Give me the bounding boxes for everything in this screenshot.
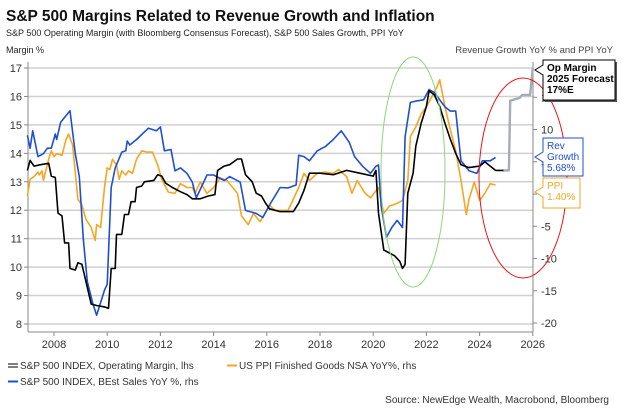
series-line-0 [26, 90, 504, 310]
left-tick-label: 12 [10, 205, 22, 217]
right-axis-label: Revenue Growth YoY % and PPI YoY [455, 45, 613, 56]
x-tick-label: 2026 [521, 339, 545, 351]
left-tick-label: 17 [10, 63, 22, 75]
x-tick-label: 2020 [361, 339, 385, 351]
left-tick-label: 8 [16, 319, 22, 331]
legend: S&P 500 INDEX, Operating Margin, lhs US P… [8, 361, 416, 388]
ppi-annotation-text: 1.40% [547, 192, 575, 203]
rev-growth-annotation-text: 5.68% [547, 163, 575, 174]
left-tick-label: 13 [10, 177, 22, 189]
op-margin-annotation-text: 17%E [547, 85, 574, 96]
green-ellipse [380, 56, 446, 288]
chart-subtitle: S&P 500 Operating Margin (with Bloomberg… [6, 28, 404, 38]
ppi-annotation-text: PPI [547, 181, 563, 192]
x-tick-label: 2016 [255, 339, 279, 351]
op-margin-annotation-box [534, 59, 616, 101]
left-tick-label: 9 [16, 291, 22, 303]
series-line-2 [26, 88, 497, 317]
rev-growth-annotation-text: Rev [547, 141, 565, 152]
left-tick-label: 11 [11, 234, 22, 246]
left-tick-label: 15 [10, 120, 22, 132]
left-tick-label: 10 [10, 262, 22, 274]
source-note: Source: NewEdge Wealth, Macrobond, Bloom… [385, 395, 609, 406]
series-lines [26, 67, 534, 317]
op-margin-annotation-text: 2025 Forecast [547, 74, 614, 85]
left-tick-label: 16 [10, 91, 22, 103]
x-tick-label: 2022 [414, 339, 438, 351]
left-tick-label: 14 [10, 148, 22, 160]
ppi-annotation-box [534, 177, 581, 209]
left-axis-label: Margin % [6, 45, 44, 55]
series-line-1 [503, 67, 534, 172]
right-tick-label: -15 [541, 286, 557, 298]
op-margin-annotation-text: Op Margin [547, 63, 596, 74]
axes: 891011121314151617-20-15-10-505101520082… [10, 62, 557, 351]
right-tick-label: -5 [541, 221, 551, 233]
x-tick-label: 2008 [42, 339, 66, 351]
x-tick-label: 2010 [95, 339, 119, 351]
x-tick-label: 2018 [308, 339, 332, 351]
right-tick-label: -20 [541, 318, 557, 330]
x-tick-label: 2024 [467, 339, 491, 351]
x-tick-label: 2014 [201, 339, 225, 351]
rev-growth-annotation-text: Growth [547, 152, 579, 163]
chart-title: S&P 500 Margins Related to Revenue Growt… [6, 8, 435, 25]
legend-label: S&P 500 INDEX, BEst Sales YoY %, rhs [20, 377, 199, 388]
right-tick-label: 10 [541, 125, 553, 137]
rev-growth-annotation-box [534, 137, 584, 177]
legend-label: S&P 500 INDEX, Operating Margin, lhs [20, 361, 194, 372]
legend-label: US PPI Finished Goods NSA YoY%, rhs [239, 361, 416, 372]
x-tick-label: 2012 [148, 339, 172, 351]
